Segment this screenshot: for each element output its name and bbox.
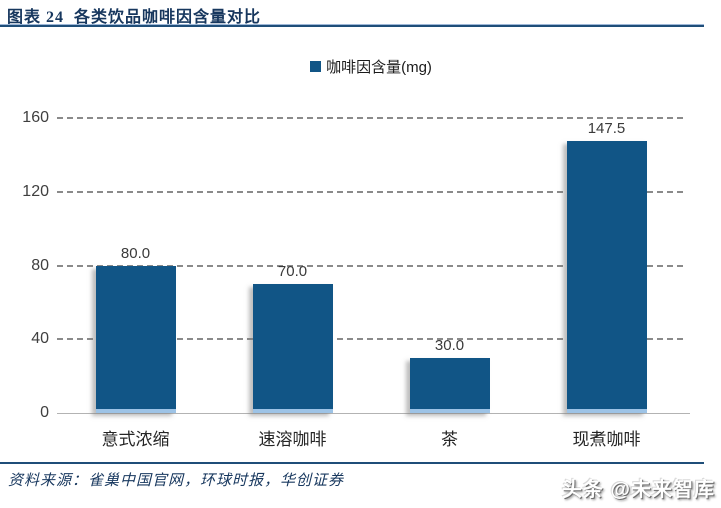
- gridline-40: [57, 338, 685, 341]
- y-axis-tick-label: 120: [22, 182, 49, 200]
- bar-value-label: 70.0: [277, 262, 308, 280]
- footer-divider: [0, 462, 704, 464]
- y-axis-tick-label: 40: [31, 330, 49, 348]
- bar-chart-plot-area: 0 40 80 120 160 80.0 意式浓缩 70.0 速溶咖啡 30.0 茶 147.5 现煮咖…: [22, 109, 690, 449]
- chart-legend: 咖啡因含量(mg): [57, 56, 685, 77]
- x-axis-category-label: 现煮咖啡: [572, 430, 641, 449]
- legend-marker-icon: [310, 61, 322, 72]
- watermark-toutiao: 头条 @未来智库: [561, 479, 715, 501]
- y-axis-tick-label: 0: [40, 404, 49, 421]
- x-axis-line: [57, 413, 690, 414]
- gridline-80: [57, 264, 685, 267]
- bar-意式浓缩: [95, 265, 176, 413]
- gridline-120: [57, 190, 685, 193]
- y-axis-tick-label: 160: [22, 109, 49, 126]
- x-axis-category-label: 速溶咖啡: [258, 430, 327, 449]
- title-divider: [0, 24, 704, 27]
- bar-value-label: 30.0: [434, 336, 465, 354]
- x-axis-category-label: 茶: [441, 430, 458, 449]
- figure-title: 图表 24 各类饮品咖啡因含量对比: [7, 9, 262, 26]
- bar-现煮咖啡: [566, 141, 647, 413]
- bar-value-label: 80.0: [120, 244, 151, 262]
- source-note: 资料来源：雀巢中国官网，环球时报，华创证券: [8, 473, 345, 489]
- y-axis-tick-label: 80: [31, 256, 49, 274]
- bar-茶: [409, 357, 490, 413]
- legend-entry: 咖啡因含量(mg): [310, 56, 432, 77]
- bar-速溶咖啡: [252, 283, 333, 413]
- x-axis-category-label: 意式浓缩: [101, 430, 170, 449]
- gridline-160: [57, 117, 685, 119]
- legend-label: 咖啡因含量(mg): [326, 59, 432, 76]
- bar-value-label: 147.5: [587, 120, 626, 138]
